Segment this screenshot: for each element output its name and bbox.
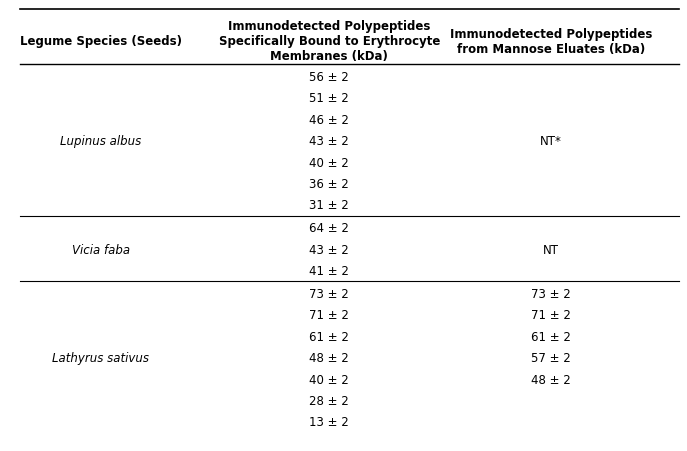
Text: Vicia faba: Vicia faba: [71, 243, 130, 256]
Text: Lupinus albus: Lupinus albus: [60, 135, 142, 148]
Text: 61 ± 2: 61 ± 2: [531, 330, 571, 343]
Text: 36 ± 2: 36 ± 2: [309, 178, 349, 191]
Text: 40 ± 2: 40 ± 2: [309, 156, 349, 169]
Text: 57 ± 2: 57 ± 2: [531, 351, 571, 364]
Text: NT: NT: [543, 243, 559, 256]
Text: 28 ± 2: 28 ± 2: [309, 394, 349, 407]
Text: Legume Species (Seeds): Legume Species (Seeds): [20, 35, 181, 48]
Text: 64 ± 2: 64 ± 2: [309, 222, 349, 235]
Text: Immunodetected Polypeptides
Specifically Bound to Erythrocyte
Membranes (kDa): Immunodetected Polypeptides Specifically…: [218, 20, 440, 63]
Text: 73 ± 2: 73 ± 2: [531, 287, 571, 300]
Text: 48 ± 2: 48 ± 2: [309, 351, 349, 364]
Text: 51 ± 2: 51 ± 2: [309, 92, 349, 105]
Text: 56 ± 2: 56 ± 2: [309, 71, 349, 84]
Text: 13 ± 2: 13 ± 2: [309, 415, 349, 428]
Text: 71 ± 2: 71 ± 2: [309, 308, 349, 322]
Text: NT*: NT*: [540, 135, 562, 148]
Text: 43 ± 2: 43 ± 2: [309, 135, 349, 148]
Text: 71 ± 2: 71 ± 2: [531, 308, 571, 322]
Text: 46 ± 2: 46 ± 2: [309, 114, 349, 126]
Text: 48 ± 2: 48 ± 2: [531, 373, 571, 386]
Text: Lathyrus sativus: Lathyrus sativus: [52, 351, 149, 364]
Text: 43 ± 2: 43 ± 2: [309, 243, 349, 256]
Text: 73 ± 2: 73 ± 2: [309, 287, 349, 300]
Text: 40 ± 2: 40 ± 2: [309, 373, 349, 386]
Text: Immunodetected Polypeptides
from Mannose Eluates (kDa): Immunodetected Polypeptides from Mannose…: [450, 28, 653, 55]
Text: 61 ± 2: 61 ± 2: [309, 330, 349, 343]
Text: 31 ± 2: 31 ± 2: [309, 199, 349, 212]
Text: 41 ± 2: 41 ± 2: [309, 264, 349, 277]
